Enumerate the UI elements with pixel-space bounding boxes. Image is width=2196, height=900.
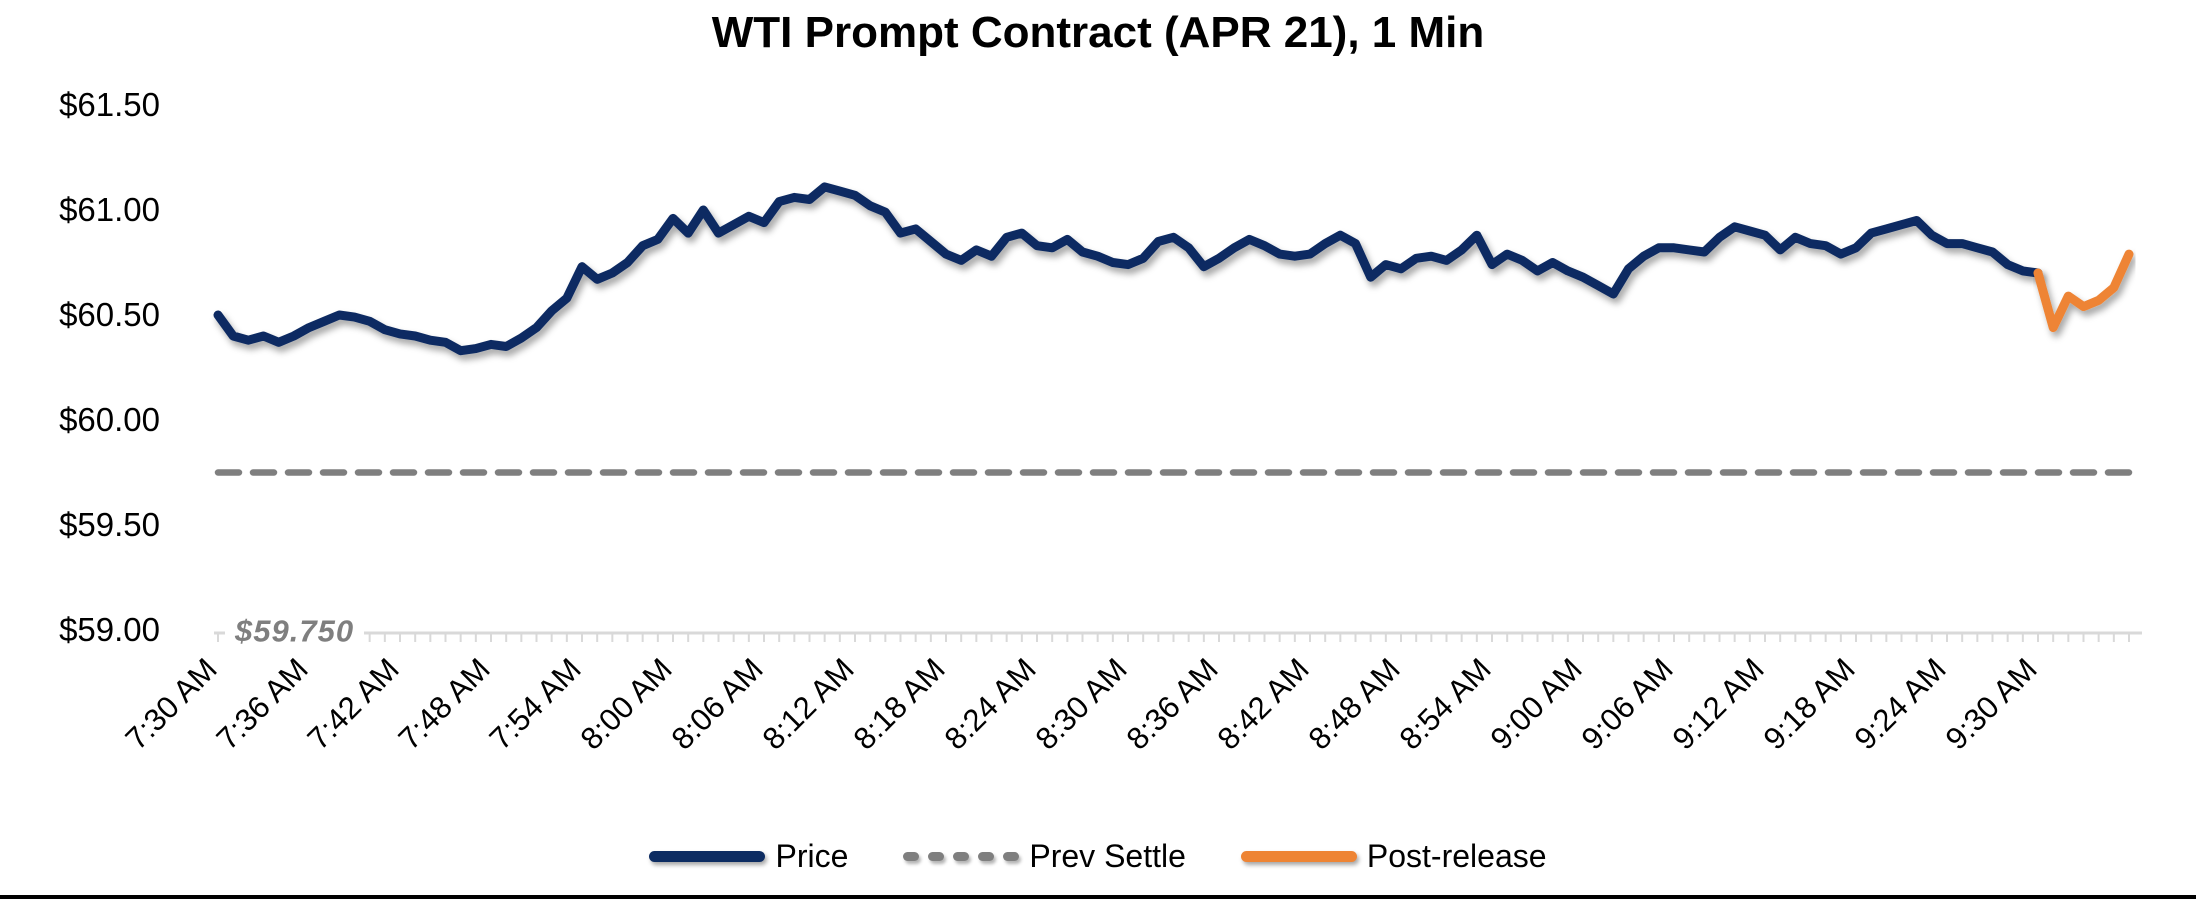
y-axis-label: $60.00 <box>59 401 160 438</box>
prev-settle-annotation: $59.750 <box>225 613 365 650</box>
legend-item-post-release: Post-release <box>1240 838 1547 875</box>
bottom-border-line <box>0 895 2196 899</box>
y-axis-label: $60.50 <box>59 296 160 333</box>
legend-label-post-release: Post-release <box>1366 838 1547 874</box>
chart-title: WTI Prompt Contract (APR 21), 1 Min <box>711 8 1485 57</box>
price-line <box>213 182 2043 356</box>
legend-item-prev-settle: Prev Settle <box>903 838 1186 875</box>
y-axis-label: $61.00 <box>59 191 160 228</box>
legend: Price Prev Settle Post-release <box>0 838 2196 875</box>
legend-label-prev-settle: Prev Settle <box>1029 838 1186 874</box>
legend-swatch-prev-settle <box>903 852 1020 861</box>
legend-label-price: Price <box>775 838 849 874</box>
y-axis-label: $61.50 <box>59 86 160 123</box>
legend-swatch-price <box>649 851 766 862</box>
post-release-line <box>2033 249 2134 333</box>
y-axis-label: $59.50 <box>59 506 160 543</box>
legend-swatch-post-release <box>1240 851 1357 862</box>
y-axis-label: $59.00 <box>59 611 160 648</box>
legend-item-price: Price <box>649 838 848 875</box>
